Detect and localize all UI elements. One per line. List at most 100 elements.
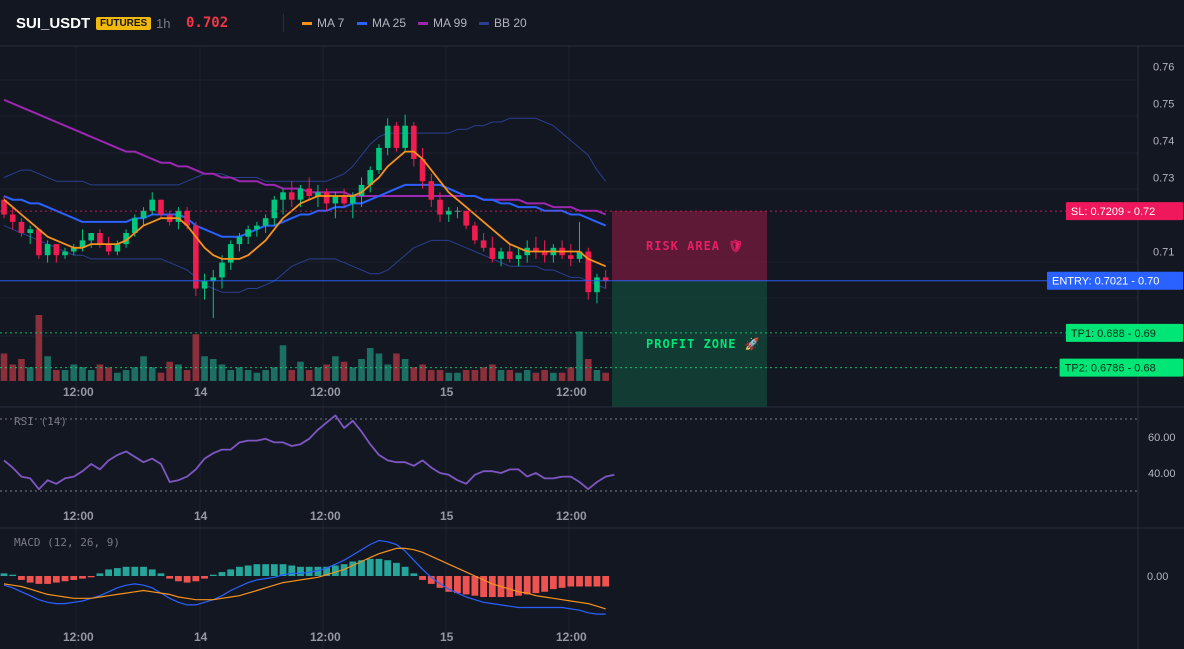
volume-bar [332,356,339,381]
bb-lower-line [3,225,606,293]
risk-zone [612,211,767,281]
candle-body [1,199,7,215]
macd-axis-tick: 0.00 [1147,571,1168,583]
volume-bar [297,361,304,381]
volume-bar [209,359,217,381]
time-axis-tick: 12:00 [63,385,94,399]
candle-body [306,188,312,196]
macd-histogram-bar [253,564,261,576]
candle-body [27,229,33,233]
volume-bar [9,364,17,381]
volume-bar [201,356,208,381]
macd-histogram-bar [122,566,130,576]
volume-bar [18,359,25,381]
volume-bar [253,372,261,381]
volume-bar [340,361,348,381]
macd-histogram-bar [410,573,418,576]
candle-body [445,210,452,215]
volume-bar [244,370,252,381]
macd-histogram-bar [366,558,374,576]
time-axis-tick: 14 [194,630,208,644]
macd-histogram-bar [384,560,392,576]
volume-bar [419,364,426,381]
candle-body [105,244,112,252]
volume-bar [262,370,269,381]
macd-histogram-bar [26,576,34,583]
candle-body [498,251,504,259]
macd-histogram-bar [401,566,409,576]
macd-histogram-bar [113,568,121,576]
timeframe-label[interactable]: 1h [156,16,171,31]
volume-bar [454,372,461,381]
candle-body [358,184,365,196]
candle-body [262,218,269,226]
volume-bar [96,364,104,381]
macd-histogram-bar [331,565,339,576]
macd-histogram-bar [558,576,566,588]
volume-bar [349,367,357,381]
macd-histogram-bar [602,576,610,587]
macd-histogram-bar [523,576,531,595]
macd-histogram-bar [419,576,426,580]
volume-bar [497,370,505,381]
macd-histogram-bar [44,576,51,584]
candle-body [602,277,609,282]
volume-bar [314,367,322,381]
ma25-swatch [357,22,367,26]
macd-histogram-bar [532,576,540,594]
macd-histogram-bar [279,564,287,576]
legend-bb20[interactable]: BB 20 [479,16,527,30]
volume-bar [523,370,531,381]
candle-body [506,251,513,259]
volume-bar [279,345,287,381]
macd-histogram-bar [305,566,313,576]
volume-bar [532,372,540,381]
time-axis-tick: 14 [194,509,208,523]
volume-bar [593,370,601,381]
candle-body [350,196,356,204]
macd-histogram-bar [131,566,139,576]
candle-body [376,147,382,171]
candle-body [341,196,347,204]
macd-histogram-bar [480,576,487,598]
candle-body [428,181,435,200]
candle-body [219,262,225,278]
time-axis-tick: 14 [194,385,208,399]
volume-bar [122,370,130,381]
volume-bar [436,370,444,381]
volume-bar [323,364,330,381]
candle-body [245,229,251,237]
candle-body [97,233,103,245]
candle-body [88,233,94,241]
volume-bar [358,359,365,381]
volume-bar [140,356,147,381]
legend-ma99-label: MA 99 [433,16,468,30]
price-axis-tick: 0.74 [1153,136,1174,148]
volume-bar [271,367,278,381]
volume-bar [305,370,313,381]
candle-body [568,255,574,259]
candle-body [123,233,129,245]
tp1-tag-label: TP1: 0.688 - 0.69 [1071,328,1156,340]
volume-bar [567,367,575,381]
futures-badge: FUTURES [96,17,152,30]
macd-histogram-bar [209,574,217,576]
candle-body [114,244,121,252]
legend-ma99[interactable]: MA 99 [418,16,467,30]
candle-body [367,170,374,185]
candle-body [175,210,182,222]
symbol-name[interactable]: SUI_USDT [16,15,91,32]
candle-body [18,221,25,233]
volume-bar [70,364,78,381]
price-axis-tick: 0.73 [1153,173,1174,185]
candle-body [315,192,321,196]
candle-body [62,251,68,256]
macd-histogram-bar [541,576,549,592]
volume-bar [506,370,514,381]
legend-ma25[interactable]: MA 25 [357,16,406,30]
legend-ma7[interactable]: MA 7 [302,16,344,30]
macd-histogram-bar [79,576,86,579]
time-axis-tick: 15 [440,385,454,399]
macd-histogram-bar [593,576,601,587]
